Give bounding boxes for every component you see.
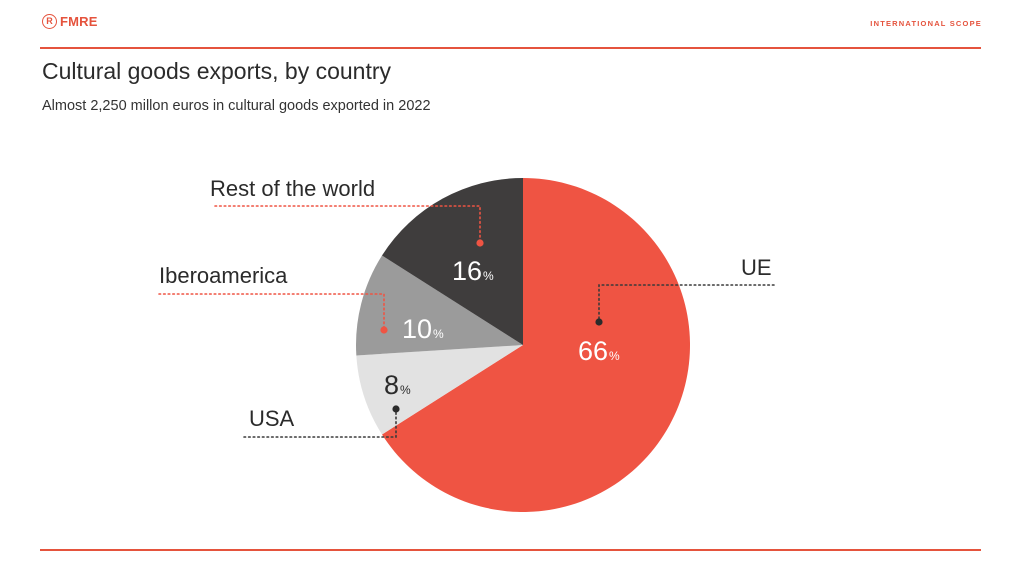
slice-label-rest-of-the-world: Rest of the world	[210, 176, 375, 201]
leader-dot-rest-of-the-world	[476, 239, 484, 247]
pct-value-ue: 66	[578, 336, 608, 366]
pct-value-usa: 8	[384, 370, 399, 400]
chart-subtitle: Almost 2,250 millon euros in cultural go…	[42, 98, 431, 114]
leader-line-usa	[243, 408, 397, 438]
brand-name: FMRE	[60, 14, 98, 29]
pct-unit-rest-of-the-world: %	[483, 269, 494, 283]
pct-unit-ue: %	[609, 349, 620, 363]
pct-unit-iberoamerica: %	[433, 327, 444, 341]
pie-slice-iberoamerica[interactable]	[356, 255, 523, 356]
pct-label-iberoamerica: 10%	[402, 314, 444, 344]
leader-dot-iberoamerica	[380, 326, 388, 334]
section-tag: INTERNATIONAL SCOPE	[870, 19, 982, 28]
brand-logo[interactable]: R FMRE	[42, 14, 98, 29]
slice-label-usa: USA	[249, 406, 295, 431]
leader-dot-usa	[392, 405, 400, 413]
leader-line-iberoamerica	[158, 293, 385, 331]
header-divider	[40, 47, 981, 49]
leader-line-ue	[598, 284, 775, 323]
pct-value-iberoamerica: 10	[402, 314, 432, 344]
pie-slice-ue[interactable]	[382, 178, 691, 512]
pct-label-rest-of-the-world: 16%	[452, 256, 494, 286]
footer-divider	[40, 549, 981, 551]
slice-label-ue: UE	[741, 255, 772, 280]
brand-mark-icon: R	[42, 14, 57, 29]
pie-slice-usa[interactable]	[356, 345, 523, 435]
pct-unit-usa: %	[400, 383, 411, 397]
pct-label-usa: 8%	[384, 370, 411, 400]
slice-label-iberoamerica: Iberoamerica	[159, 263, 288, 288]
pct-value-rest-of-the-world: 16	[452, 256, 482, 286]
pie-slice-rest-of-the-world[interactable]	[382, 178, 523, 345]
chart-title: Cultural goods exports, by country	[42, 58, 392, 84]
leader-line-rest-of-the-world	[214, 205, 481, 244]
leader-dot-ue	[595, 318, 603, 326]
pct-label-ue: 66%	[578, 336, 620, 366]
